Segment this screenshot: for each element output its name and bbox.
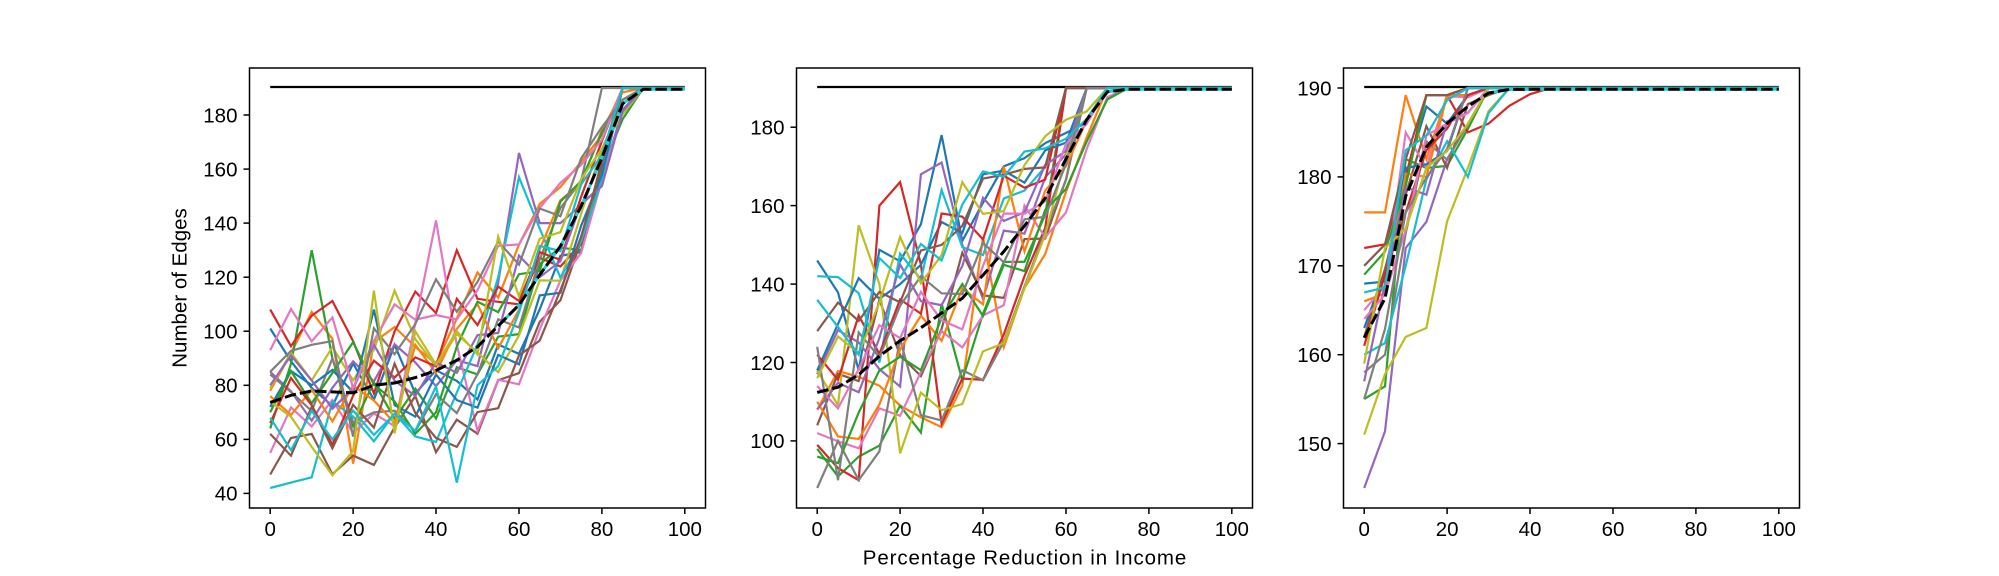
svg-text:100: 100 [203, 321, 237, 344]
svg-text:Number of Edges: Number of Edges [169, 208, 192, 368]
svg-text:40: 40 [425, 518, 448, 541]
svg-text:120: 120 [203, 267, 237, 290]
svg-text:20: 20 [889, 518, 912, 541]
svg-text:100: 100 [668, 518, 702, 541]
svg-text:160: 160 [750, 195, 784, 218]
svg-text:60: 60 [508, 518, 531, 541]
svg-text:160: 160 [203, 158, 237, 181]
svg-text:40: 40 [972, 518, 995, 541]
svg-text:0: 0 [811, 518, 822, 541]
svg-text:120: 120 [750, 352, 784, 375]
svg-text:60: 60 [1055, 518, 1078, 541]
svg-text:80: 80 [590, 518, 613, 541]
svg-text:150: 150 [1297, 433, 1331, 456]
svg-text:Percentage Reduction in Income: Percentage Reduction in Income [863, 547, 1187, 570]
svg-text:140: 140 [750, 273, 784, 296]
svg-text:20: 20 [342, 518, 365, 541]
svg-text:60: 60 [215, 429, 238, 452]
svg-text:80: 80 [1684, 518, 1707, 541]
svg-text:80: 80 [1137, 518, 1160, 541]
svg-text:60: 60 [1602, 518, 1625, 541]
svg-text:20: 20 [1436, 518, 1459, 541]
svg-text:100: 100 [1215, 518, 1249, 541]
svg-text:0: 0 [1358, 518, 1369, 541]
svg-text:100: 100 [750, 430, 784, 453]
svg-text:180: 180 [750, 117, 784, 140]
svg-text:170: 170 [1297, 255, 1331, 278]
svg-text:40: 40 [215, 483, 238, 506]
svg-text:100: 100 [1762, 518, 1796, 541]
svg-text:190: 190 [1297, 77, 1331, 100]
svg-text:160: 160 [1297, 344, 1331, 367]
svg-text:40: 40 [1519, 518, 1542, 541]
svg-text:180: 180 [203, 104, 237, 127]
svg-text:180: 180 [1297, 166, 1331, 189]
svg-text:0: 0 [264, 518, 275, 541]
svg-text:80: 80 [215, 375, 238, 398]
svg-text:140: 140 [203, 212, 237, 235]
